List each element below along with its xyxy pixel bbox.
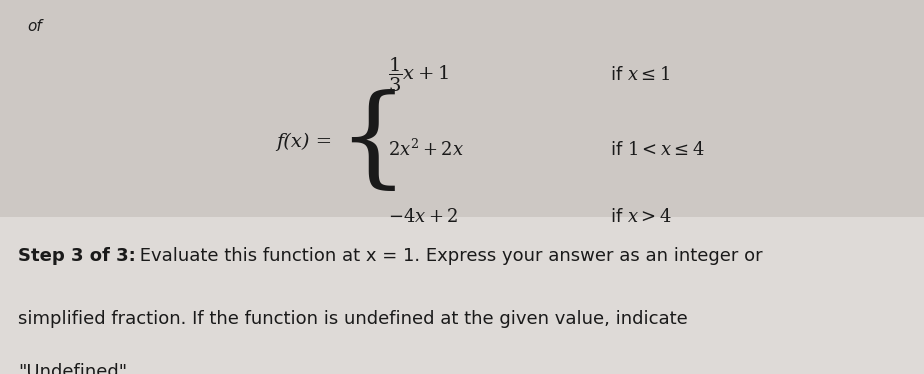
Text: of: of <box>28 19 43 34</box>
Text: $-4x + 2$: $-4x + 2$ <box>388 208 458 226</box>
Text: f(x) =: f(x) = <box>276 133 333 151</box>
Text: Evaluate this function at x = 1. Express your answer as an integer or: Evaluate this function at x = 1. Express… <box>134 247 762 265</box>
Text: if $1 < x \leq 4$: if $1 < x \leq 4$ <box>610 141 705 159</box>
Text: "Undefined".: "Undefined". <box>18 363 133 374</box>
Text: if $x > 4$: if $x > 4$ <box>610 208 672 226</box>
Text: simplified fraction. If the function is undefined at the given value, indicate: simplified fraction. If the function is … <box>18 310 688 328</box>
Text: $\dfrac{1}{3}x + 1$: $\dfrac{1}{3}x + 1$ <box>388 56 449 94</box>
Bar <box>0 217 924 374</box>
Text: {: { <box>337 89 408 196</box>
Text: if $x \leq 1$: if $x \leq 1$ <box>610 66 670 84</box>
Text: Step 3 of 3:: Step 3 of 3: <box>18 247 136 265</box>
Text: $2x^2 + 2x$: $2x^2 + 2x$ <box>388 139 464 160</box>
